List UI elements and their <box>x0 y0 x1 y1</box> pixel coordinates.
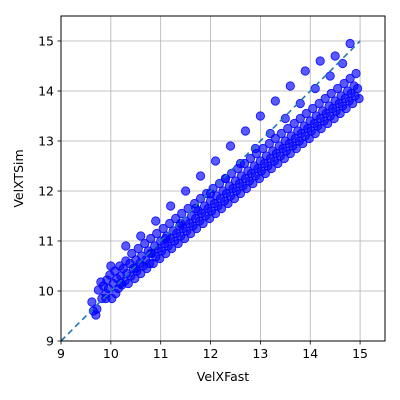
scatter-point <box>345 38 355 49</box>
scatter-point <box>88 306 99 316</box>
scatter-point <box>289 118 299 129</box>
scatter-point <box>351 68 361 79</box>
scatter-point <box>265 128 275 139</box>
x-tick-label: 10 <box>103 346 119 361</box>
axis-ticks: 9 10 11 12 13 14 15 9 10 11 12 13 14 15 <box>38 34 368 362</box>
scatter-point <box>300 66 310 76</box>
y-tick-label: 14 <box>38 84 54 99</box>
scatter-point <box>308 103 318 114</box>
scatter-point <box>181 186 191 196</box>
scatter-point <box>326 88 336 99</box>
x-tick-label: 14 <box>302 346 318 361</box>
scatter-point <box>146 248 156 259</box>
scatter-point <box>330 51 340 61</box>
scatter-point <box>352 83 363 94</box>
scatter-point <box>225 141 236 151</box>
scatter-point <box>345 73 355 84</box>
scatter-point <box>176 218 186 229</box>
scatter-point <box>315 56 325 66</box>
scatter-point <box>165 218 175 229</box>
y-tick-label: 12 <box>38 184 54 199</box>
scatter-point <box>106 261 116 271</box>
scatter-point <box>121 241 131 251</box>
scatter-point <box>240 126 251 136</box>
identity-reference-line <box>60 40 361 342</box>
scatter-point <box>320 93 330 104</box>
scatter-point <box>250 143 260 154</box>
scatter-point <box>301 108 311 119</box>
scatter-point <box>235 158 246 169</box>
x-tick-label: 15 <box>352 346 368 361</box>
scatter-point <box>140 238 150 249</box>
scatter-point <box>339 78 349 89</box>
scatter-point <box>310 83 320 94</box>
x-tick-label: 13 <box>252 346 268 361</box>
scatter-point <box>280 113 290 124</box>
x-tick-label: 12 <box>203 346 219 361</box>
scatter-point <box>214 178 225 189</box>
scatter-point <box>146 233 156 244</box>
y-tick-label: 13 <box>38 134 54 149</box>
scatter-point <box>314 98 324 109</box>
y-axis-label: VelXTSim <box>11 149 26 207</box>
scatter-point <box>133 243 143 254</box>
x-tick-label: 9 <box>57 346 65 361</box>
scatter-point <box>158 223 168 234</box>
scatter-point <box>245 153 256 164</box>
scatter-point <box>276 128 286 139</box>
scatter-point <box>127 248 137 259</box>
scatter-point <box>270 96 280 106</box>
scatter-point <box>220 173 231 184</box>
scatter-point <box>205 188 216 199</box>
scatter-point <box>195 171 206 181</box>
scatter-point <box>333 83 343 94</box>
data-points <box>87 38 364 320</box>
scatter-point <box>295 113 305 124</box>
y-tick-label: 11 <box>38 234 54 249</box>
scatter-point <box>101 293 111 304</box>
scatter-point <box>190 203 201 214</box>
scatter-point <box>151 216 161 226</box>
scatter-point <box>161 233 171 244</box>
y-tick-label: 9 <box>46 334 54 349</box>
y-tick-label: 10 <box>38 284 54 299</box>
plot-frame <box>60 15 386 342</box>
scatter-point <box>116 278 126 289</box>
reference-line-layer <box>60 40 361 342</box>
scatter-point <box>136 231 146 241</box>
scatter-point <box>325 71 335 81</box>
scatter-point <box>285 81 295 91</box>
scatter-point <box>264 138 274 149</box>
scatter-point <box>210 156 221 166</box>
scatter-point <box>295 98 305 109</box>
scatter-point <box>177 208 187 219</box>
scatter-point <box>131 263 141 274</box>
scatter-point <box>195 193 206 204</box>
scatter-point <box>152 228 162 239</box>
x-tick-label: 11 <box>153 346 169 361</box>
scatter-point <box>166 201 176 211</box>
scatter-point <box>87 297 97 307</box>
x-axis-label: VelXFast <box>197 369 250 384</box>
scatter-point <box>354 93 364 104</box>
scatter-point <box>255 111 265 121</box>
y-tick-label: 15 <box>38 34 54 49</box>
scatter-point <box>283 123 293 134</box>
